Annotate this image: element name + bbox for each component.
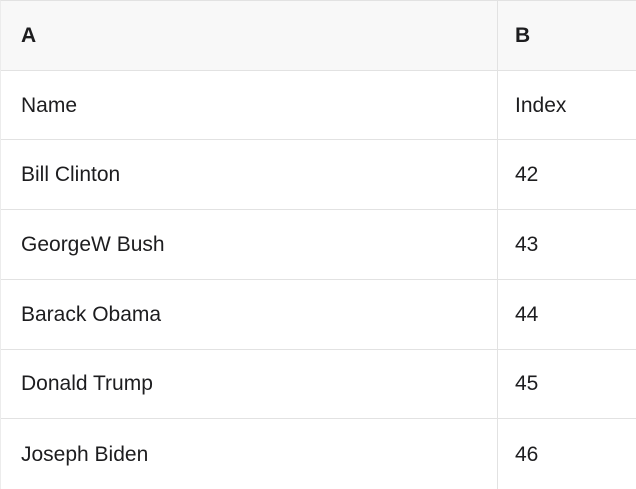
- column-header-a[interactable]: A: [21, 23, 37, 47]
- table-row: Name Index: [1, 70, 636, 141]
- table-cell-name[interactable]: Bill Clinton: [21, 163, 121, 187]
- table-cell-index[interactable]: 42: [497, 140, 636, 210]
- column-header-row: A B: [1, 1, 636, 71]
- table-row: Bill Clinton 42: [1, 140, 636, 211]
- table-cell-index[interactable]: 44: [497, 279, 636, 349]
- table-cell-index[interactable]: 43: [497, 210, 636, 279]
- table-cell-name[interactable]: Joseph Biden: [21, 442, 149, 466]
- table-cell-index[interactable]: 45: [497, 349, 636, 419]
- table-row: GeorgeW Bush 43: [1, 210, 636, 280]
- table-cell-name[interactable]: Donald Trump: [21, 372, 153, 396]
- table-cell-name[interactable]: Name: [21, 93, 78, 117]
- column-header-b[interactable]: B: [497, 1, 636, 70]
- table-cell-name[interactable]: Barack Obama: [21, 302, 162, 326]
- table-row: Joseph Biden 46: [1, 419, 636, 489]
- table-cell-index[interactable]: Index: [497, 70, 636, 140]
- table-row: Donald Trump 45: [1, 349, 636, 420]
- table-row: Barack Obama 44: [1, 279, 636, 350]
- table-cell-index[interactable]: 46: [497, 419, 636, 489]
- table-cell-name[interactable]: GeorgeW Bush: [21, 232, 165, 256]
